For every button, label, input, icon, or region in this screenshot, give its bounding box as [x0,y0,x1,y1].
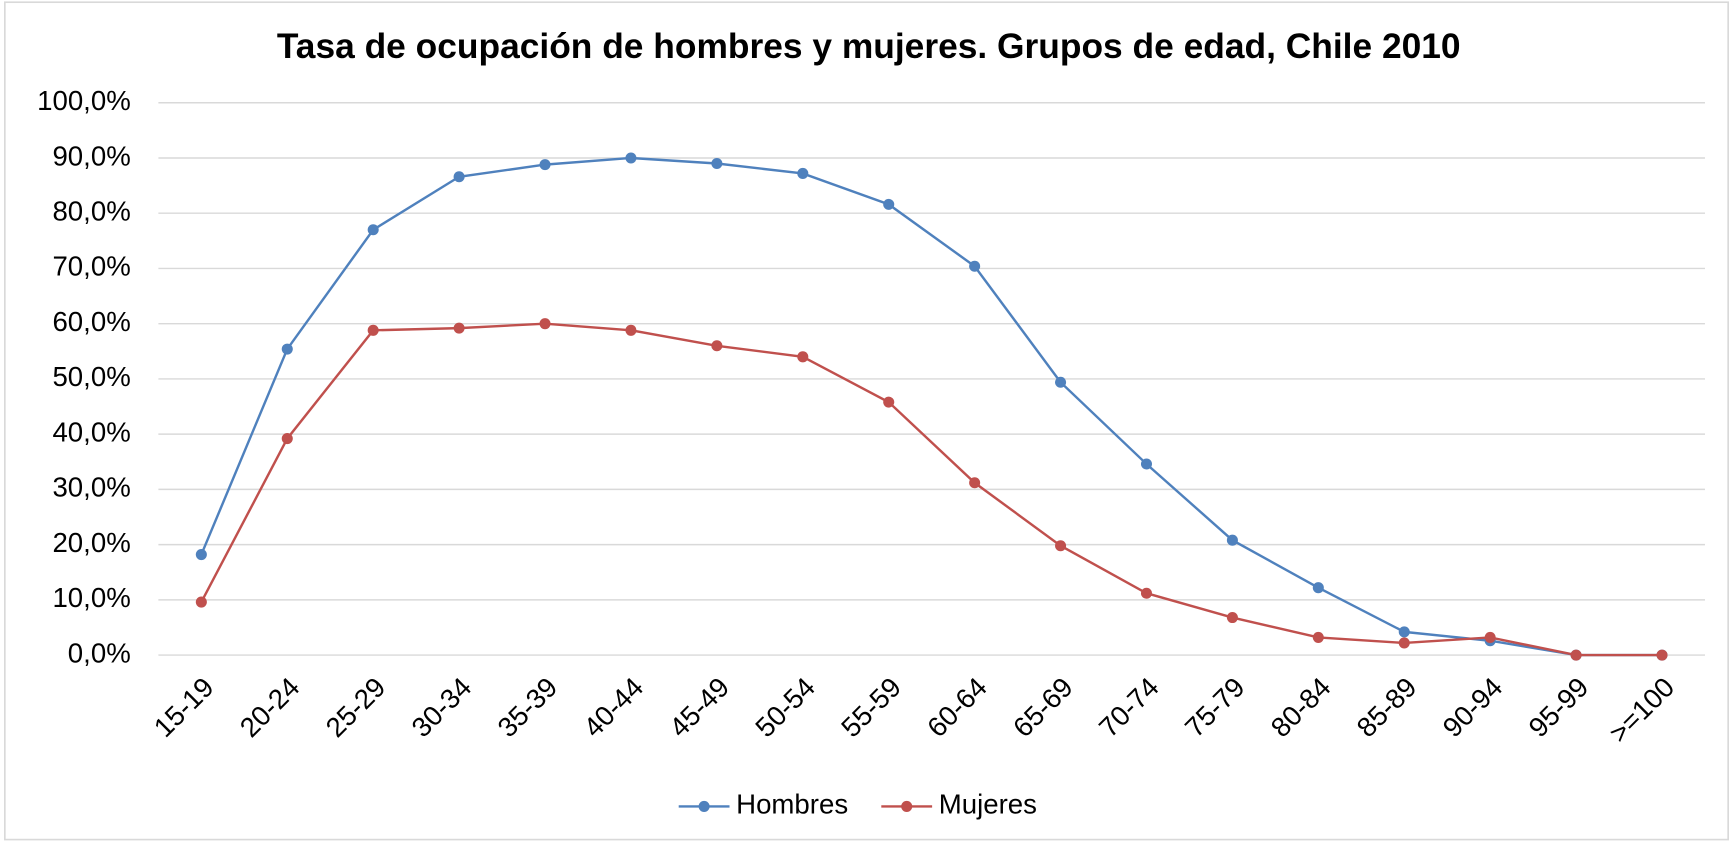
y-tick-label: 10,0% [52,582,130,613]
data-point [1398,626,1410,638]
data-point [367,224,379,236]
data-point [1140,587,1153,599]
data-point [453,171,465,183]
data-point [625,152,637,164]
data-point [1484,631,1496,643]
data-point [883,198,895,210]
data-point [195,596,207,608]
data-point [1312,631,1324,643]
data-point [1656,649,1668,661]
data-point [1570,649,1582,661]
data-point [539,318,551,330]
legend-marker [698,800,710,812]
data-point [1226,612,1238,624]
data-point [1226,534,1238,546]
data-point [1398,637,1410,649]
data-point [539,159,551,171]
series-line [200,156,1663,657]
y-tick-label: 100,0% [37,85,131,116]
y-tick-label: 0,0% [68,637,131,668]
data-point [453,322,465,334]
y-tick-label: 80,0% [52,196,130,227]
data-point [367,324,379,336]
chart-border [3,1,1730,841]
chart-title: Tasa de ocupación de hombres y mujeres. … [277,27,1461,66]
data-point [711,340,723,352]
data-point [969,260,981,272]
data-point [195,549,207,561]
data-point [711,157,723,170]
series-line [200,322,1663,657]
y-tick-label: 50,0% [52,361,130,392]
data-point [281,433,293,445]
legend-label: Hombres [736,789,848,820]
legend-marker [901,800,913,812]
y-tick-label: 20,0% [52,527,130,558]
y-tick-label: 60,0% [52,306,130,337]
data-point [281,343,293,355]
data-point [969,477,981,489]
data-point [797,351,809,363]
y-tick-label: 30,0% [52,472,130,503]
data-point [1312,582,1324,594]
data-point [1140,458,1153,470]
data-point [883,396,895,408]
data-point [1055,540,1067,552]
y-tick-label: 40,0% [52,416,130,447]
data-point [625,324,637,336]
data-point [1055,376,1067,388]
y-tick-label: 90,0% [52,140,130,171]
y-tick-label: 70,0% [52,251,130,282]
data-point [797,167,809,179]
legend-label: Mujeres [939,789,1037,820]
